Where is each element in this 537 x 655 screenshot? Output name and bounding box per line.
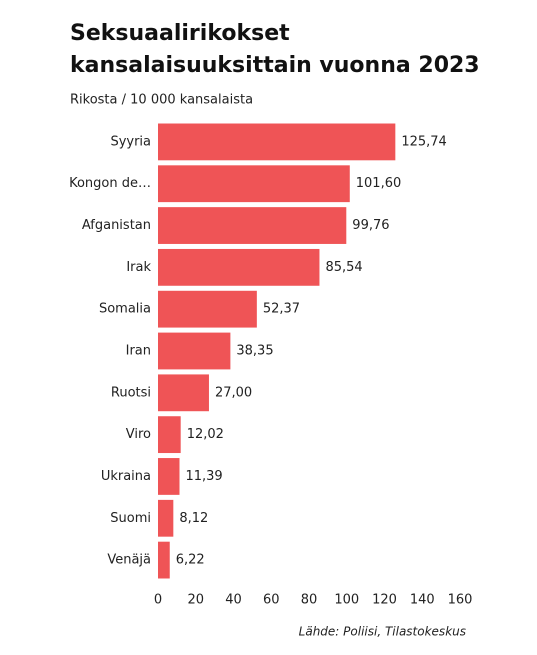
x-tick-label: 40	[225, 593, 242, 608]
chart-subtitle: Rikosta / 10 000 kansalaista	[70, 93, 253, 108]
x-tick-label: 160	[448, 593, 473, 608]
bar	[158, 165, 350, 203]
value-label: 27,00	[215, 385, 252, 400]
bar	[158, 290, 257, 328]
y-tick-label: Ruotsi	[111, 385, 151, 400]
value-label: 99,76	[352, 218, 389, 233]
value-label: 11,39	[185, 469, 222, 484]
x-tick-label: 0	[154, 593, 162, 608]
chart-title-line: kansalaisuuksittain vuonna 2023	[70, 53, 480, 78]
y-tick-label: Venäjä	[107, 553, 151, 568]
y-tick-label: Syyria	[110, 134, 151, 149]
y-tick-label: Irak	[126, 260, 151, 275]
bar	[158, 499, 174, 537]
y-tick-label: Afganistan	[82, 218, 151, 233]
x-tick-label: 20	[187, 593, 204, 608]
bar	[158, 458, 180, 495]
value-label: 8,12	[179, 511, 208, 526]
y-tick-label: Ukraina	[101, 469, 151, 484]
y-tick-label: Somalia	[99, 302, 151, 317]
x-tick-label: 100	[334, 593, 359, 608]
y-tick-label: Suomi	[110, 511, 151, 526]
x-tick-label: 60	[263, 593, 280, 608]
value-label: 101,60	[356, 176, 402, 191]
bar	[158, 541, 170, 579]
x-tick-label: 120	[372, 593, 397, 608]
y-tick-label: Iran	[126, 344, 151, 359]
bar	[158, 374, 209, 412]
y-tick-label: Kongon de…	[69, 176, 151, 191]
source-note: Lähde: Poliisi, Tilastokeskus	[299, 625, 466, 639]
value-label: 125,74	[401, 134, 447, 149]
chart-title-line: Seksuaalirikokset	[70, 21, 290, 46]
bar	[158, 123, 396, 161]
bar	[158, 207, 347, 244]
y-tick-label: Viro	[126, 427, 151, 442]
bar	[158, 416, 181, 454]
x-tick-label: 140	[410, 593, 435, 608]
x-tick-label: 80	[301, 593, 318, 608]
value-label: 6,22	[176, 553, 205, 568]
value-label: 52,37	[263, 302, 300, 317]
bar	[158, 248, 320, 286]
value-label: 12,02	[187, 427, 224, 442]
value-label: 38,35	[236, 344, 273, 359]
value-label: 85,54	[325, 260, 362, 275]
bar	[158, 332, 231, 370]
